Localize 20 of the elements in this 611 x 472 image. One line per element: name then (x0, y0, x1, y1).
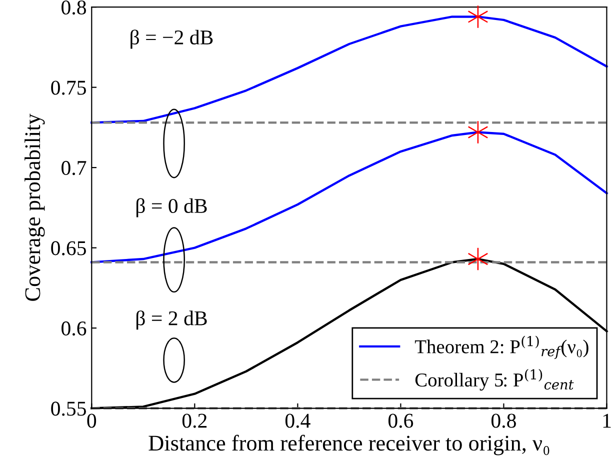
y-axis-title: Coverage probability (24, 114, 45, 301)
legend-label: Corollary 5: P$^{(1)}$$_{cent}$ (415, 369, 574, 391)
annotation: β = 2 dB (136, 310, 207, 330)
x-tick-label: 0.4 (285, 414, 310, 428)
x-tick-label: 0.8 (491, 414, 516, 428)
x-tick-label: 0.6 (388, 414, 414, 428)
x-tick-label: 0 (87, 414, 96, 428)
x-tick-label: 1 (603, 414, 611, 428)
x-axis-title: Distance from reference receiver to origin, ν₀ (148, 434, 550, 456)
point (468, 120, 488, 144)
annotation: β = 0 dB (136, 198, 207, 218)
annotation: β = −2 dB (130, 30, 213, 49)
y-tick-label: 0.75 (51, 80, 86, 95)
y-tick-label: 0.8 (62, 0, 86, 15)
y-tick-label: 0.6 (62, 321, 86, 336)
x-tick-label: 0.2 (182, 414, 207, 428)
y-tick-label: 0.65 (51, 241, 86, 256)
legend-label: Theorem 2: P$^{(1)}$$_{ref}$(ν₀) (414, 336, 588, 360)
y-tick-label: 0.7 (62, 160, 86, 176)
y-tick-label: 0.55 (51, 402, 86, 416)
